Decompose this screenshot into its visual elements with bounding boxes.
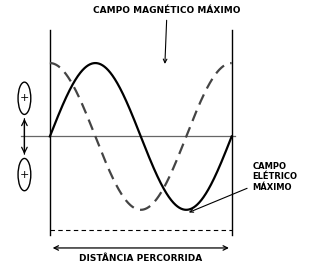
Text: CAMPO
ELÉTRICO
MÁXIMO: CAMPO ELÉTRICO MÁXIMO (190, 162, 297, 212)
Text: +: + (20, 93, 29, 103)
Text: +: + (20, 170, 29, 180)
Text: DISTÂNCIA PERCORRIDA: DISTÂNCIA PERCORRIDA (79, 254, 202, 263)
Text: CAMPO MAGNÉTICO MÁXIMO: CAMPO MAGNÉTICO MÁXIMO (93, 6, 241, 63)
